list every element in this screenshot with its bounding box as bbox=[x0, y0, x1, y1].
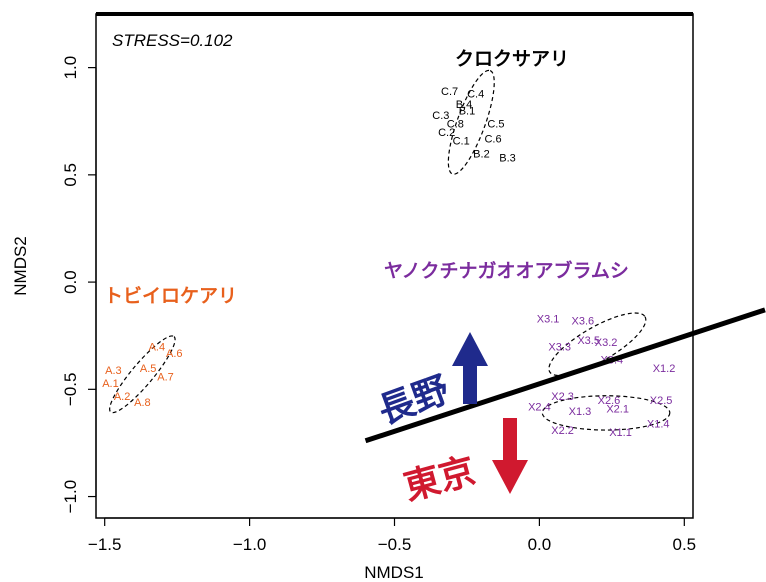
point-label: B.4 bbox=[456, 99, 473, 111]
y-tick-label: 0.5 bbox=[61, 163, 80, 187]
nagano-annotation: 長野 bbox=[373, 332, 488, 432]
tokyo-label: 東京 bbox=[399, 449, 479, 507]
point-label: A.2 bbox=[114, 391, 131, 403]
group-ellipse bbox=[541, 395, 671, 431]
point-label: X2.1 bbox=[606, 404, 629, 416]
x-tick-label: 0.0 bbox=[528, 535, 552, 554]
down-arrow-icon bbox=[492, 418, 528, 494]
point-label: C.2 bbox=[438, 127, 455, 139]
y-axis-title: NMDS2 bbox=[11, 236, 30, 296]
divider-line bbox=[364, 307, 766, 444]
point-label: B.3 bbox=[499, 153, 516, 165]
stress-label: STRESS=0.102 bbox=[112, 31, 233, 50]
y-tick-label: −1.0 bbox=[61, 480, 80, 514]
point-label: A.1 bbox=[102, 378, 119, 390]
y-tick-label: 0.0 bbox=[61, 270, 80, 294]
point-label: B.2 bbox=[473, 148, 490, 160]
point-label: B.1 bbox=[459, 106, 476, 118]
point-label: X1.4 bbox=[647, 419, 670, 431]
point-label: C.5 bbox=[487, 118, 504, 130]
tokyo-annotation: 東京 bbox=[399, 418, 528, 508]
group-label-yanokuchinaga: ヤノクチナガオオアブラムシ bbox=[384, 259, 629, 282]
up-arrow-icon bbox=[452, 332, 488, 404]
point-label: X2.6 bbox=[598, 395, 621, 407]
x-tick-label: −0.5 bbox=[378, 535, 412, 554]
point-label: X3.2 bbox=[595, 337, 618, 349]
group-label-tobiirokeari: トビイロケアリ bbox=[104, 285, 237, 307]
point-label: X3.1 bbox=[537, 314, 560, 326]
point-label: C.3 bbox=[432, 110, 449, 122]
point-label: C.6 bbox=[484, 133, 501, 145]
group-ellipse bbox=[548, 312, 647, 377]
point-label: X1.1 bbox=[609, 427, 632, 439]
point-label: C.1 bbox=[453, 136, 470, 148]
point-label: X3.3 bbox=[548, 341, 571, 353]
point-label: X3.6 bbox=[572, 316, 595, 328]
point-label: C.4 bbox=[467, 88, 484, 100]
point-label: X2.3 bbox=[551, 391, 574, 403]
point-label: X2.5 bbox=[650, 395, 673, 407]
y-tick-label: −0.5 bbox=[61, 373, 80, 407]
point-label: A.3 bbox=[105, 365, 122, 377]
point-label: X2.2 bbox=[551, 425, 574, 437]
point-label: A.5 bbox=[140, 363, 157, 375]
point-label: A.4 bbox=[149, 341, 166, 353]
x-axis: −1.5 −1.0 −0.5 0.0 0.5 bbox=[88, 517, 696, 554]
point-label: A.7 bbox=[157, 371, 174, 383]
point-label: X1.3 bbox=[569, 406, 592, 418]
point-label: X3.5 bbox=[577, 335, 600, 347]
group-ellipse bbox=[109, 335, 176, 414]
x-tick-label: 0.5 bbox=[672, 535, 696, 554]
point-label: C.8 bbox=[447, 118, 464, 130]
point-label: A.8 bbox=[134, 397, 151, 409]
point-label: X1.2 bbox=[653, 363, 676, 375]
x-tick-label: −1.0 bbox=[233, 535, 267, 554]
x-axis-title: NMDS1 bbox=[364, 563, 424, 582]
point-label: X2.4 bbox=[528, 401, 551, 413]
nagano-label: 長野 bbox=[373, 368, 455, 431]
point-label: C.7 bbox=[441, 86, 458, 98]
y-axis: −1.0 −0.5 0.0 0.5 1.0 bbox=[61, 56, 97, 514]
group-label-kurokusaari: クロクサアリ bbox=[455, 48, 569, 70]
x-tick-label: −1.5 bbox=[88, 535, 122, 554]
point-label: A.6 bbox=[166, 348, 183, 360]
y-tick-label: 1.0 bbox=[61, 56, 80, 80]
group-ellipses bbox=[109, 69, 671, 431]
